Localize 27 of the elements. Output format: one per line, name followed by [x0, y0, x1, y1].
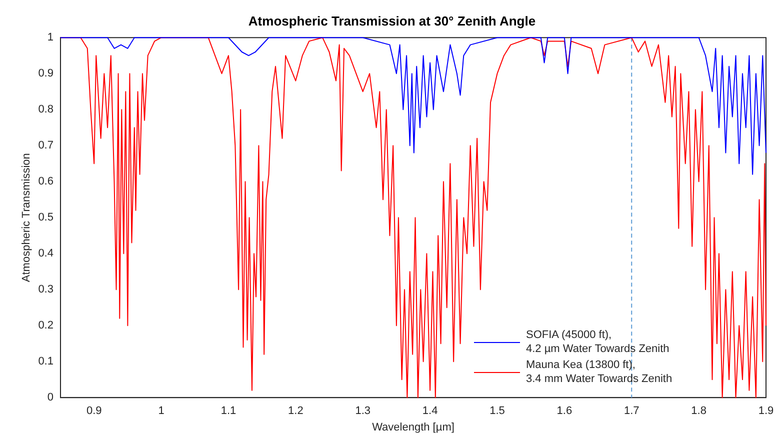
- y-tick-label: 0.6: [38, 176, 54, 188]
- y-tick-label: 0.5: [38, 212, 54, 224]
- x-tick-label: 1.9: [758, 405, 774, 418]
- x-tick-label: 1: [158, 405, 164, 418]
- y-tick-label: 0.2: [38, 320, 54, 332]
- x-tick-label: 1.4: [422, 405, 438, 418]
- x-tick-label: 1.2: [288, 405, 304, 418]
- y-tick-label: 0.1: [38, 356, 54, 368]
- x-tick-label: 0.9: [86, 405, 102, 418]
- y-tick-label: 0.9: [38, 68, 54, 80]
- y-tick-label: 0.7: [38, 140, 54, 152]
- x-tick-label: 1.5: [490, 405, 505, 418]
- y-tick-label: 0.3: [38, 284, 54, 296]
- y-tick-label: 0: [47, 392, 54, 404]
- y-tick-label: 0.4: [38, 248, 54, 260]
- legend-label: SOFIA (45000 ft), 4.2 µm Water Towards Zenith: [526, 328, 670, 356]
- x-tick-label: 1.3: [355, 405, 370, 418]
- x-axis-title: Wavelength [µm]: [372, 421, 454, 434]
- chart-title: Atmospheric Transmission at 30° Zenith Angle: [248, 13, 536, 28]
- y-axis-title: Atmospheric Transmission: [20, 153, 33, 282]
- x-tick-label: 1.6: [556, 405, 572, 418]
- x-tick-label: 1.7: [624, 405, 640, 418]
- x-tick-label: 1.1: [220, 405, 236, 418]
- legend-label: Mauna Kea (13800 ft), 3.4 mm Water Towards Zenith: [526, 358, 672, 386]
- x-tick-label: 1.8: [691, 405, 706, 418]
- y-tick-label: 1: [47, 32, 54, 44]
- y-tick-label: 0.8: [38, 104, 54, 116]
